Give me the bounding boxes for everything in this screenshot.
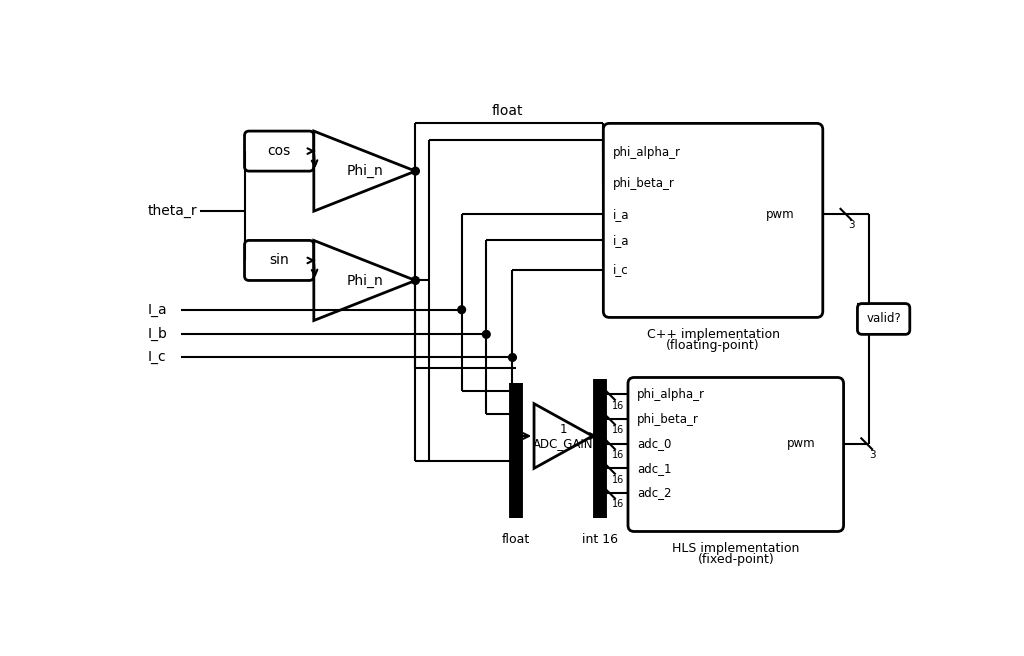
Circle shape [412, 277, 419, 284]
Text: 1: 1 [559, 423, 567, 436]
Text: HLS implementation: HLS implementation [672, 543, 800, 555]
Text: Phi_n: Phi_n [346, 164, 383, 178]
Circle shape [412, 167, 419, 175]
Text: 16: 16 [611, 474, 624, 485]
Text: cos: cos [267, 144, 291, 158]
Text: 16: 16 [611, 401, 624, 411]
Text: (floating-point): (floating-point) [667, 339, 760, 352]
FancyBboxPatch shape [603, 123, 823, 318]
Text: phi_beta_r: phi_beta_r [637, 413, 699, 426]
Text: i_a: i_a [612, 208, 629, 220]
Text: I_c: I_c [147, 350, 166, 365]
Text: adc_2: adc_2 [637, 487, 672, 499]
FancyBboxPatch shape [245, 240, 313, 281]
Text: float: float [502, 533, 529, 546]
Text: i_a: i_a [612, 234, 629, 247]
Text: sin: sin [269, 253, 289, 268]
Text: 3: 3 [848, 220, 855, 230]
FancyBboxPatch shape [857, 304, 909, 335]
Text: 16: 16 [611, 450, 624, 460]
Polygon shape [313, 131, 416, 211]
Polygon shape [313, 240, 416, 321]
Text: int 16: int 16 [583, 533, 618, 546]
Text: 16: 16 [611, 499, 624, 509]
Text: adc_1: adc_1 [637, 462, 672, 475]
Circle shape [458, 306, 466, 314]
Text: phi_beta_r: phi_beta_r [612, 177, 675, 190]
Text: C++ implementation: C++ implementation [646, 328, 779, 341]
Text: valid?: valid? [866, 312, 901, 325]
Polygon shape [535, 403, 593, 468]
Text: pwm: pwm [766, 208, 795, 220]
Text: 3: 3 [869, 450, 876, 460]
Text: Phi_n: Phi_n [346, 274, 383, 287]
Text: 16: 16 [611, 425, 624, 435]
Text: i_c: i_c [612, 263, 628, 276]
FancyBboxPatch shape [245, 131, 313, 171]
Text: pwm: pwm [786, 437, 815, 450]
Text: adc_0: adc_0 [637, 437, 672, 450]
Circle shape [509, 354, 516, 361]
Text: theta_r: theta_r [147, 204, 198, 218]
FancyBboxPatch shape [628, 377, 844, 531]
Text: phi_alpha_r: phi_alpha_r [612, 146, 681, 159]
Text: phi_alpha_r: phi_alpha_r [637, 388, 706, 401]
Text: float: float [493, 104, 523, 118]
Text: ADC_GAIN: ADC_GAIN [534, 437, 594, 450]
Circle shape [482, 331, 490, 338]
Text: (fixed-point): (fixed-point) [697, 553, 774, 566]
Text: I_b: I_b [147, 327, 167, 341]
Text: I_a: I_a [147, 302, 167, 317]
